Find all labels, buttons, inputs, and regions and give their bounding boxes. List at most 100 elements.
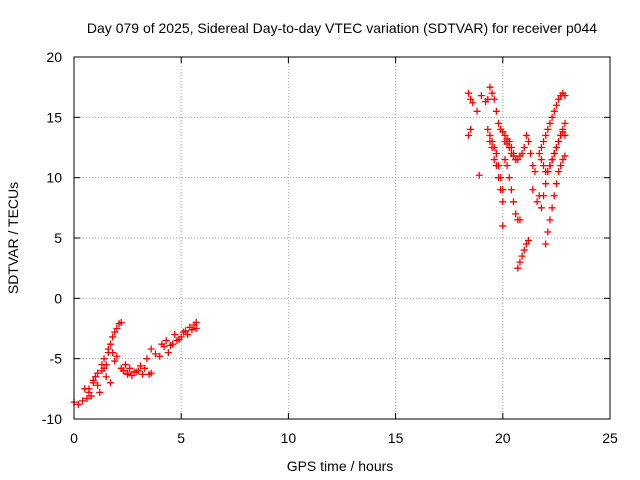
- data-point: [514, 264, 522, 272]
- data-point: [540, 162, 548, 170]
- data-point: [557, 162, 565, 170]
- data-point: [100, 355, 108, 363]
- data-point: [499, 186, 507, 194]
- data-point: [121, 361, 129, 369]
- data-point: [166, 341, 174, 349]
- x-axis-label: GPS time / hours: [287, 458, 394, 474]
- data-point: [552, 101, 560, 109]
- x-tick-label: 20: [495, 430, 511, 446]
- x-tick-label: 25: [602, 430, 618, 446]
- data-point: [505, 144, 513, 151]
- y-tick-label: 20: [46, 49, 62, 65]
- y-tick-label: -10: [42, 411, 62, 427]
- chart-title: Day 079 of 2025, Sidereal Day-to-day VTE…: [87, 20, 597, 36]
- data-point: [113, 325, 121, 332]
- data-point: [464, 131, 472, 139]
- data-point: [94, 381, 102, 389]
- data-point: [109, 333, 117, 341]
- data-point: [490, 144, 498, 151]
- data-point: [104, 345, 112, 353]
- data-point: [499, 222, 507, 230]
- data-point: [510, 198, 518, 206]
- data-point: [555, 95, 563, 103]
- data-point: [136, 362, 144, 370]
- data-point: [164, 349, 172, 357]
- data-point: [495, 162, 503, 170]
- data-point: [488, 89, 496, 97]
- data-point: [96, 388, 104, 396]
- data-point: [147, 345, 155, 353]
- data-point: [537, 144, 545, 151]
- data-point: [467, 95, 475, 103]
- data-point: [561, 152, 569, 160]
- data-point: [184, 331, 192, 339]
- data-point: [544, 168, 552, 176]
- data-point: [141, 364, 149, 372]
- data-point: [542, 180, 550, 188]
- x-tick-label: 10: [281, 430, 297, 446]
- data-point: [94, 369, 102, 377]
- data-point: [475, 171, 483, 179]
- data-point: [486, 131, 494, 139]
- data-point: [527, 150, 535, 158]
- data-point: [535, 150, 543, 158]
- data-point: [473, 107, 481, 115]
- data-point: [501, 131, 509, 139]
- data-point: [464, 89, 472, 97]
- data-point: [79, 397, 87, 405]
- data-point: [540, 137, 548, 145]
- data-point: [531, 168, 539, 176]
- data-point: [514, 156, 522, 164]
- data-point: [552, 180, 560, 188]
- data-point: [132, 368, 140, 376]
- x-tick-label: 5: [177, 430, 185, 446]
- y-tick-label: 15: [46, 109, 62, 125]
- data-point: [520, 246, 528, 254]
- data-point: [516, 258, 524, 266]
- data-point: [492, 107, 500, 115]
- data-point: [109, 349, 117, 357]
- data-point: [497, 174, 505, 182]
- data-point: [117, 318, 125, 326]
- data-point: [484, 125, 492, 133]
- data-point: [505, 174, 513, 182]
- data-point: [503, 162, 511, 170]
- data-point: [537, 156, 545, 164]
- data-point: [492, 150, 500, 158]
- data-point: [128, 372, 136, 380]
- data-point: [467, 125, 475, 133]
- data-point: [488, 137, 496, 145]
- data-point: [522, 240, 530, 248]
- axes: 0 5 10 15 20 25 -10 -5 0 5 10 15 20: [42, 49, 618, 446]
- data-point: [100, 364, 108, 372]
- data-point: [156, 352, 164, 360]
- data-point: [518, 252, 526, 260]
- data-points: [70, 83, 569, 409]
- data-point: [171, 331, 179, 339]
- data-point: [542, 240, 550, 248]
- data-point: [83, 394, 91, 402]
- data-point: [499, 198, 507, 206]
- data-point: [484, 95, 492, 103]
- data-point: [147, 369, 155, 377]
- data-point: [486, 83, 494, 91]
- data-point: [520, 144, 528, 151]
- data-point: [537, 204, 545, 212]
- data-point: [477, 92, 485, 100]
- data-point: [559, 128, 567, 136]
- data-point: [540, 192, 548, 200]
- data-point: [503, 140, 511, 148]
- data-point: [546, 162, 554, 170]
- data-point: [113, 352, 121, 360]
- data-point: [522, 131, 530, 139]
- y-tick-label: 10: [46, 170, 62, 186]
- data-point: [525, 236, 533, 244]
- data-point: [490, 156, 498, 164]
- y-tick-label: 0: [54, 290, 62, 306]
- data-point: [546, 216, 554, 224]
- data-point: [548, 156, 556, 164]
- data-point: [552, 144, 560, 151]
- data-point: [516, 216, 524, 224]
- data-point: [143, 355, 151, 363]
